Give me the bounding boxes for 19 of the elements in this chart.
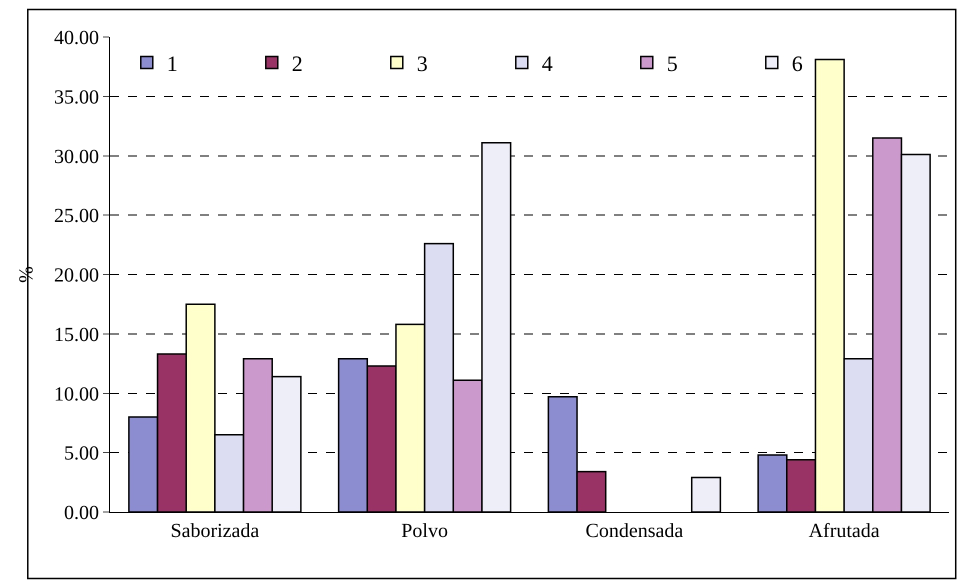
y-tick-label: 5.00 bbox=[64, 442, 99, 465]
y-tick-label: 25.00 bbox=[54, 205, 99, 228]
legend-label: 5 bbox=[666, 51, 678, 76]
legend-label: 2 bbox=[292, 51, 303, 76]
y-tick-label: 40.00 bbox=[54, 27, 99, 49]
y-tick-label: 35.00 bbox=[54, 86, 99, 108]
legend-label: 6 bbox=[792, 51, 803, 76]
y-tick-label: 15.00 bbox=[54, 324, 99, 346]
y-tick-label: 30.00 bbox=[54, 146, 99, 168]
x-tick-label: Afrutada bbox=[808, 520, 880, 542]
legend-label: 4 bbox=[542, 51, 553, 76]
x-tick-label: Condensada bbox=[585, 520, 684, 542]
legend-label: 3 bbox=[416, 51, 428, 76]
y-tick-label: 0.00 bbox=[64, 502, 99, 524]
x-tick-label: Polvo bbox=[401, 520, 448, 542]
y-tick-label: 20.00 bbox=[54, 264, 99, 286]
x-tick-label: Saborizada bbox=[170, 520, 260, 542]
legend-label: 1 bbox=[166, 51, 178, 76]
y-tick-label: 10.00 bbox=[54, 383, 99, 406]
